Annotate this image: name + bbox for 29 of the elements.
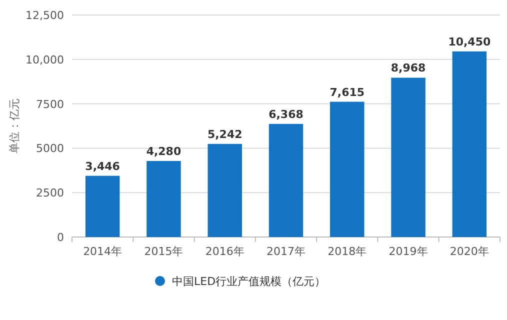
x-tick-label: 2015年 [144,245,184,258]
text: 6,368 [268,108,304,121]
y-tick-label: 7500 [36,98,64,111]
text: 10,450 [448,35,491,48]
bar [452,51,487,237]
y-tick-label: 5000 [36,142,64,156]
bar [208,144,242,237]
y-tick-label: 0 [57,231,64,244]
text: 7,615 [330,86,365,99]
bar [85,176,120,237]
x-tick-label: 2019年 [388,245,428,258]
x-tick-label: 2020年 [450,245,489,258]
text: 8,968 [390,62,426,75]
x-tick-label: 2018年 [328,245,367,258]
bar [330,102,364,237]
bar [268,124,304,237]
y-tick-label: 12,500 [26,9,64,22]
text: 3,446 [85,160,120,173]
text: 5,242 [207,128,242,141]
legend-label: 中国LED行业产值规模（亿元） [172,275,326,288]
y-tick-label: 2500 [36,186,64,200]
text: 4,280 [146,144,182,158]
x-tick-label: 2016年 [205,245,244,258]
x-tick-label: 2017年 [266,245,306,258]
y-axis-title: 单位：亿元 [8,98,21,154]
y-tick-label: 10,000 [26,53,64,66]
bar [391,78,426,237]
bar [146,160,181,237]
x-tick-label: 2014年 [83,245,122,258]
